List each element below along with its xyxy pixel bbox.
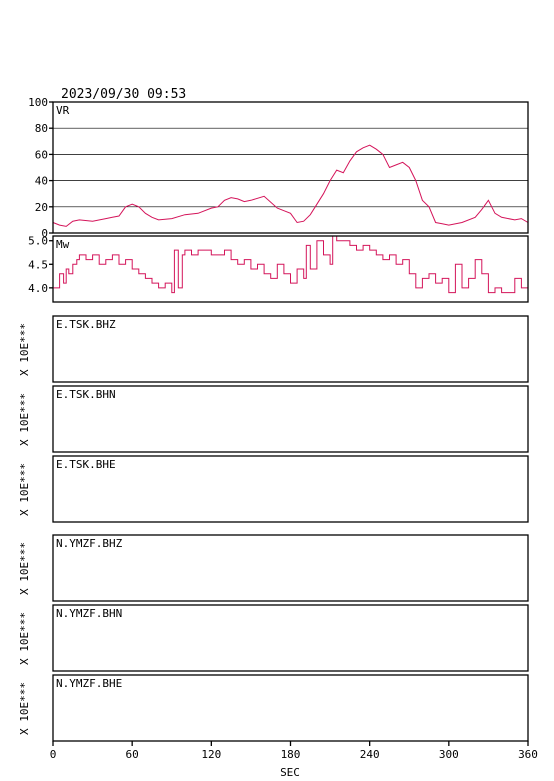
x-axis-tick-label: 0 [50, 748, 57, 761]
vr-panel: 0 20 40 60 80 100 VR [28, 96, 529, 240]
trace-panel-2: E.TSK.BHE X 10E*** [18, 455, 529, 523]
vr-y-tick-label: 100 [28, 96, 48, 109]
vr-y-tick-label: 60 [35, 148, 48, 161]
trace-frame [52, 674, 529, 742]
trace-scale-label: X 10E*** [18, 323, 31, 376]
trace-panel-1: E.TSK.BHN X 10E*** [18, 385, 529, 453]
trace-frame [52, 455, 529, 523]
trace-station-label: E.TSK.BHE [56, 458, 116, 471]
mw-y-tick-label: 5.0 [28, 235, 48, 248]
mw-panel-label: Mw [56, 238, 70, 251]
trace-scale-label: X 10E*** [18, 612, 31, 665]
vr-y-tick-label: 0 [41, 227, 48, 240]
mw-y-tick-label: 4.5 [28, 258, 48, 271]
trace-station-label: N.YMZF.BHZ [56, 537, 123, 550]
trace-station-label: N.YMZF.BHE [56, 677, 122, 690]
trace-scale-label: X 10E*** [18, 463, 31, 516]
vr-y-ticks: 0 20 40 60 80 100 [28, 96, 53, 240]
x-axis-tick-label: 360 [518, 748, 538, 761]
trace-station-label: E.TSK.BHZ [56, 318, 116, 331]
trace-panel-3: N.YMZF.BHZ X 10E*** [18, 534, 529, 602]
x-axis-tick-label: 300 [439, 748, 459, 761]
x-axis-tick-label: 180 [281, 748, 301, 761]
trace-scale-label: X 10E*** [18, 682, 31, 735]
vr-panel-frame [52, 101, 529, 234]
trace-scale-label: X 10E*** [18, 393, 31, 446]
trace-panel-4: N.YMZF.BHN X 10E*** [18, 604, 529, 672]
x-axis-tick-label: 240 [360, 748, 380, 761]
trace-scale-label: X 10E*** [18, 542, 31, 595]
x-axis-ticks: 0 60 120 180 240 300 360 [50, 741, 538, 761]
trace-panel-5: N.YMZF.BHE X 10E*** [18, 674, 529, 742]
vr-gridlines [53, 127, 528, 208]
trace-station-label: E.TSK.BHN [56, 388, 116, 401]
x-axis-tick-label: 120 [201, 748, 221, 761]
trace-frame [52, 385, 529, 453]
vr-y-tick-label: 40 [35, 175, 48, 188]
mw-series-line [53, 235, 529, 298]
vr-y-tick-label: 80 [35, 122, 48, 135]
timestamp-title: 2023/09/30 09:53 [61, 87, 186, 102]
x-axis-title: SEC [280, 766, 300, 779]
mw-panel-frame [52, 235, 529, 303]
trace-frame [52, 534, 529, 602]
mw-y-ticks: 4.0 4.5 5.0 [28, 235, 53, 295]
vr-panel-label: VR [56, 104, 70, 117]
trace-panel-0: E.TSK.BHZ X 10E*** [18, 315, 529, 383]
vr-y-tick-label: 20 [35, 201, 48, 214]
trace-frame [52, 604, 529, 672]
trace-station-label: N.YMZF.BHN [56, 607, 122, 620]
trace-frame [52, 315, 529, 383]
x-axis-tick-label: 60 [126, 748, 139, 761]
mw-panel: 4.0 4.5 5.0 Mw [28, 235, 529, 303]
vr-series-line [52, 144, 529, 227]
mw-y-tick-label: 4.0 [28, 282, 48, 295]
